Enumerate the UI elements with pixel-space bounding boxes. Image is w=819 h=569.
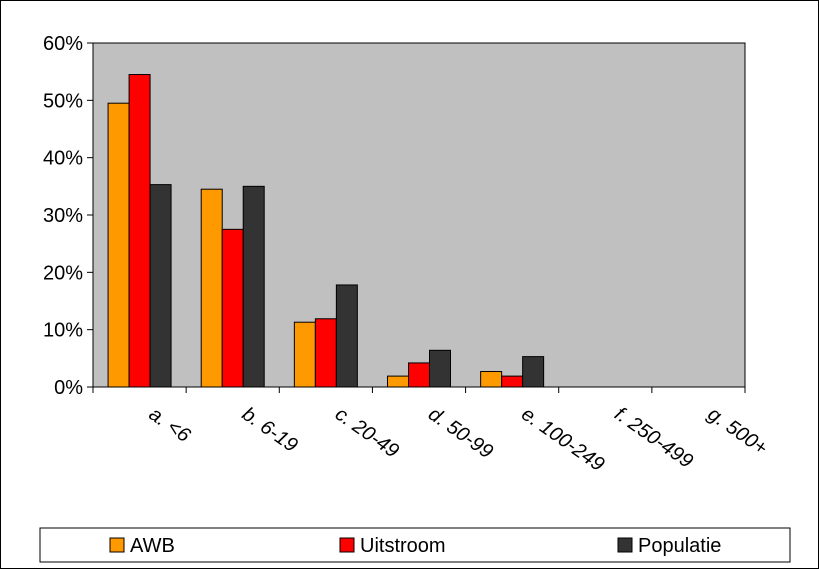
legend-label: Populatie [638, 535, 721, 557]
bar-awb [387, 375, 409, 388]
legend-label: Uitstroom [360, 535, 446, 557]
bar-uitstroom [128, 74, 151, 388]
legend-swatch [339, 537, 355, 553]
bar-uitstroom [314, 318, 337, 388]
plot-area [92, 42, 746, 388]
bars [107, 74, 545, 388]
bar-populatie [149, 184, 172, 388]
bar-uitstroom [408, 362, 430, 388]
x-category-label: f. 250-499 [610, 403, 696, 473]
bar-populatie [429, 349, 451, 388]
x-axis: a. <6 b. 6-19 c. 20-49 d. 50-99 e. 100-249 f.… [92, 387, 772, 476]
y-tick-label: 20% [43, 262, 83, 284]
x-category-label: a. <6 [145, 403, 195, 447]
bar-awb [293, 321, 316, 388]
y-tick-label: 10% [43, 320, 83, 342]
x-category-label: g. 500+ [704, 403, 772, 460]
x-category-label: b. 6-19 [238, 403, 302, 457]
y-tick-label: 40% [43, 148, 83, 170]
legend-label: AWB [130, 535, 175, 557]
bar-awb [200, 188, 223, 388]
bar-uitstroom [501, 375, 524, 388]
legend: AWB Uitstroom Populatie [39, 527, 791, 563]
legend-swatch [617, 537, 633, 553]
legend-swatch [109, 537, 125, 553]
y-axis: 0% 10% 20% 30% 40% 50% 60% [43, 33, 93, 399]
x-category-label: e. 100-249 [517, 403, 608, 476]
legend-box [39, 527, 791, 563]
y-tick-label: 50% [43, 90, 83, 112]
x-category-label: c. 20-49 [331, 403, 403, 462]
bar-awb [107, 102, 130, 388]
bar-populatie [335, 284, 358, 388]
y-tick-label: 0% [54, 377, 83, 399]
bar-uitstroom [221, 228, 244, 388]
bar-awb [480, 371, 503, 388]
x-category-label: d. 50-99 [424, 403, 497, 463]
bar-populatie [522, 356, 545, 388]
y-tick-label: 60% [43, 33, 83, 55]
y-tick-label: 30% [43, 205, 83, 227]
bar-populatie [242, 185, 265, 388]
